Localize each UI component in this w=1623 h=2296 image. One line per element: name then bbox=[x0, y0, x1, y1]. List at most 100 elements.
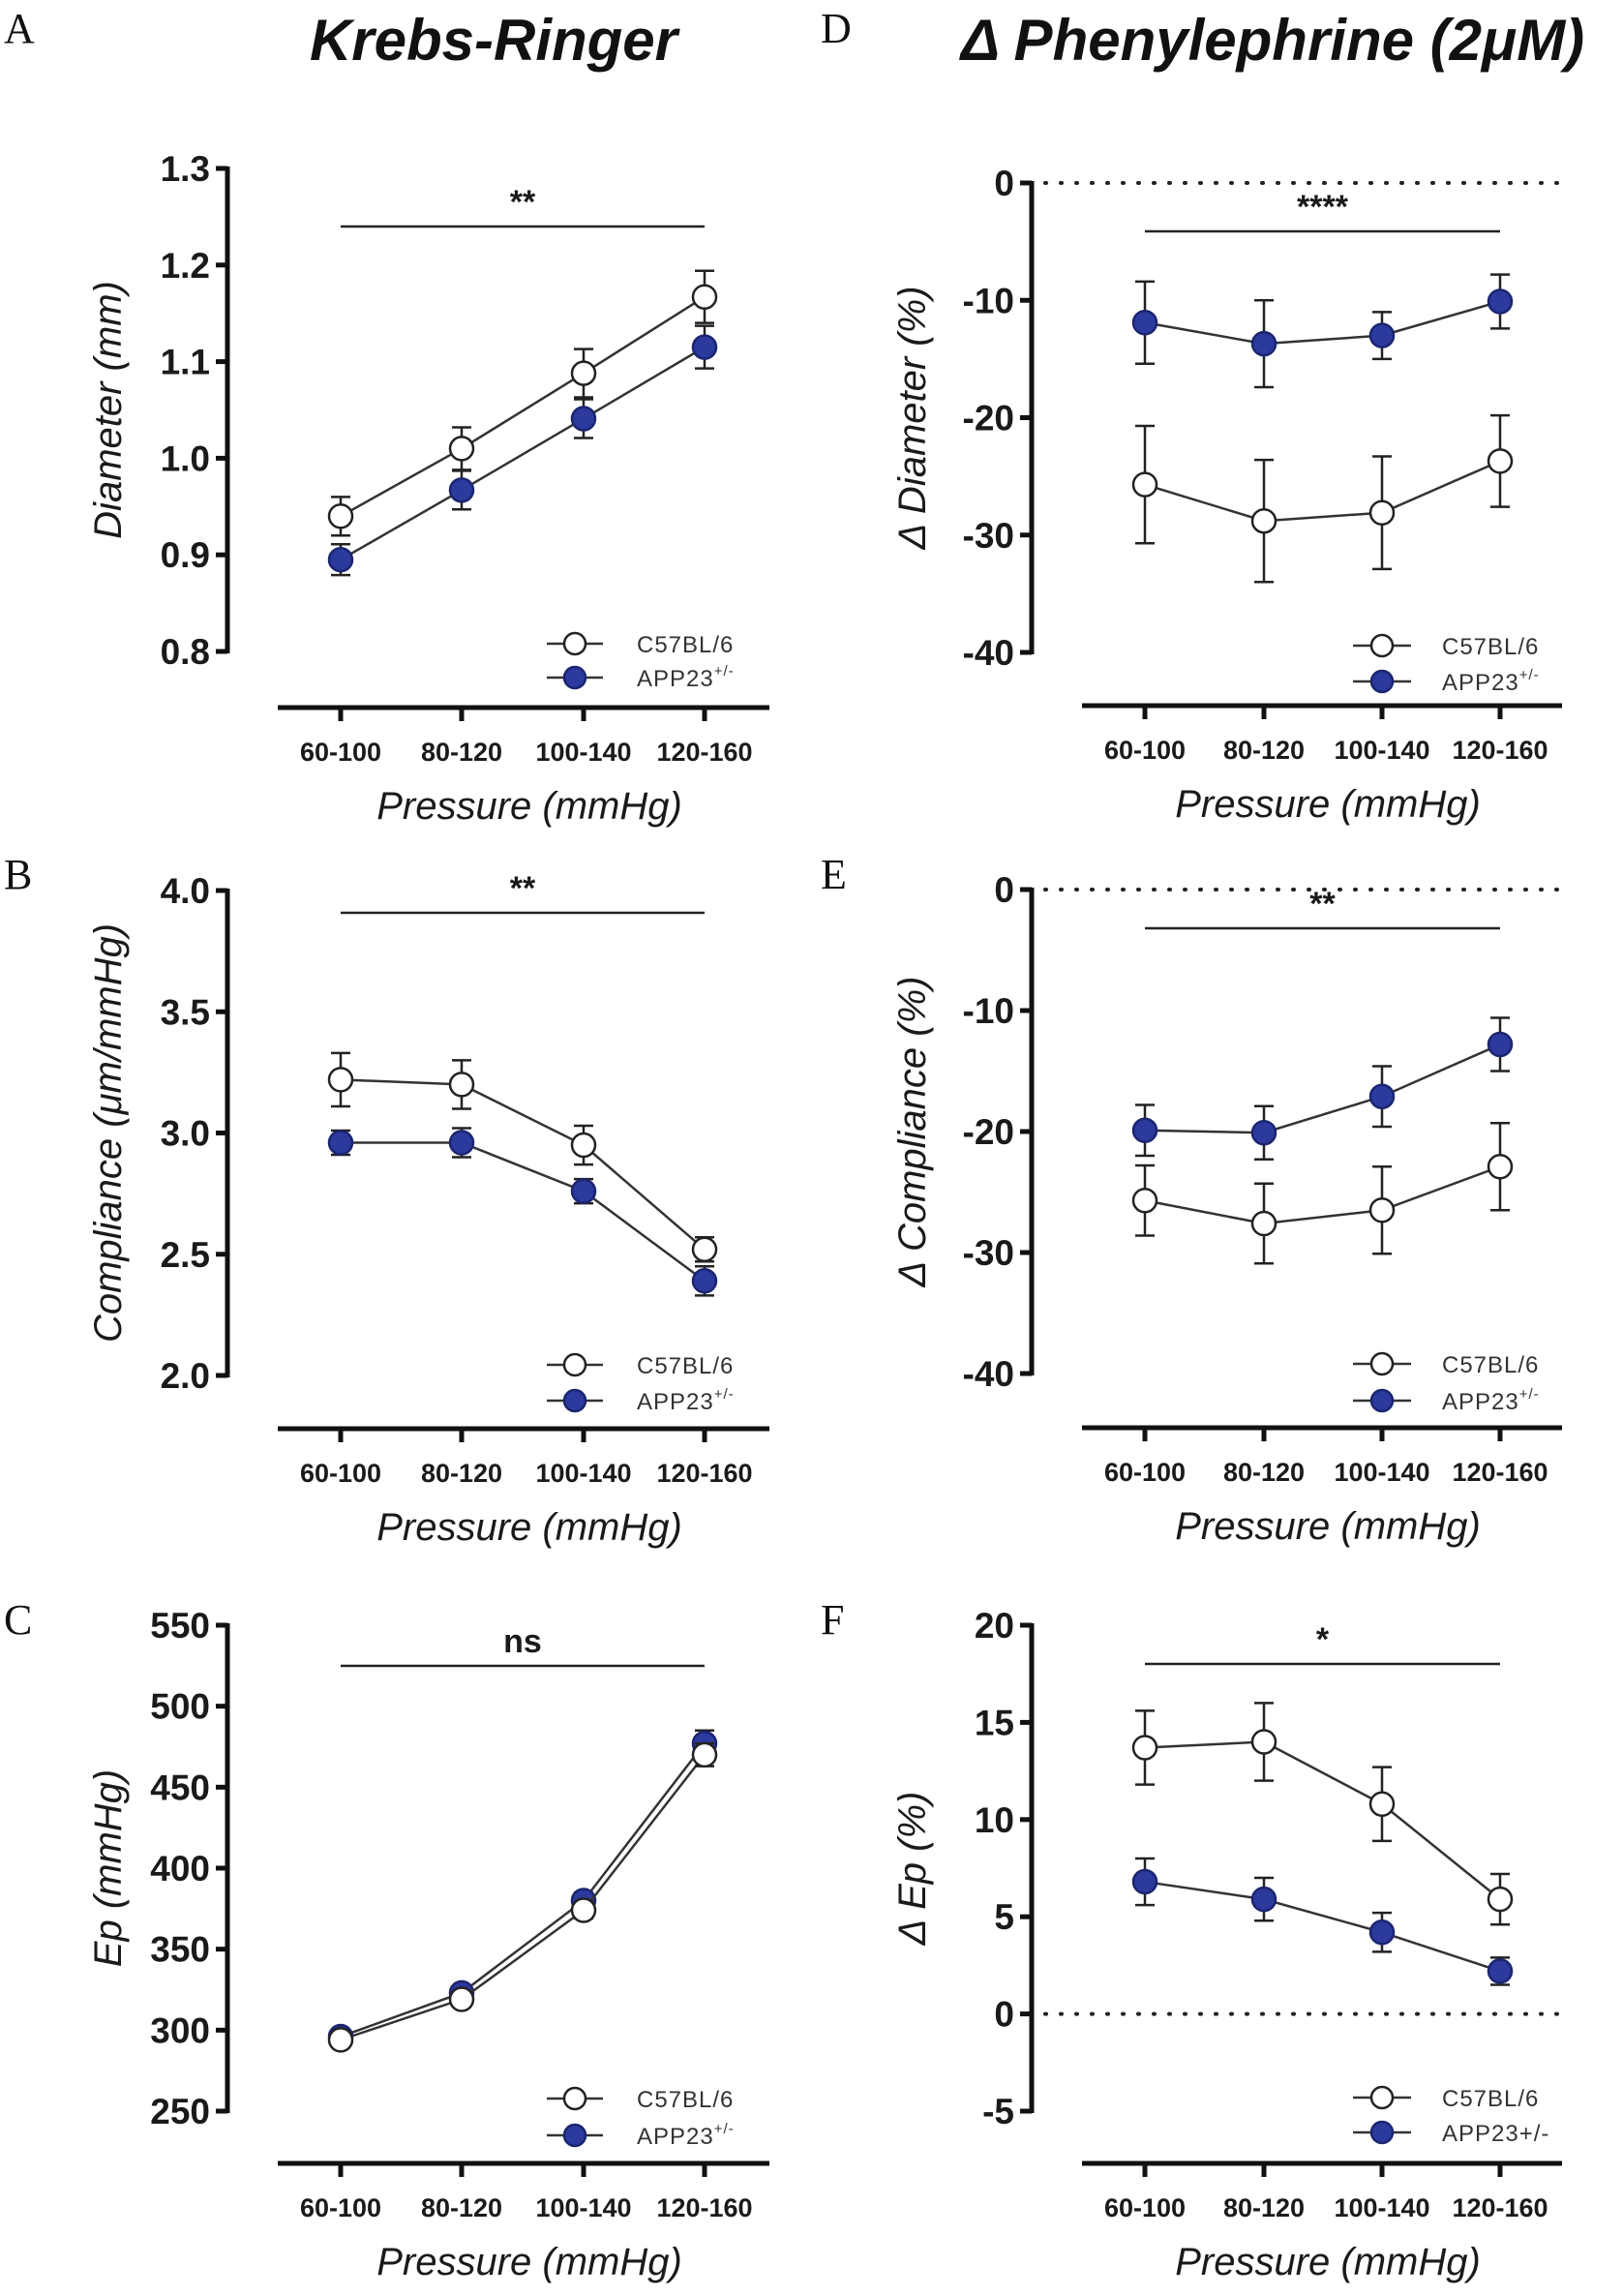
data-point bbox=[691, 334, 718, 360]
series-app23 bbox=[327, 324, 718, 577]
legend-label-text: APP23 bbox=[1442, 670, 1519, 696]
series-line bbox=[1144, 1740, 1501, 1901]
data-point bbox=[1487, 1958, 1514, 1984]
series-line bbox=[340, 1742, 706, 2039]
y-tick-label: 3.0 bbox=[161, 1114, 210, 1154]
legend-label: C57BL/6 bbox=[1442, 2086, 1539, 2112]
x-axis-title: Pressure (mmHg) bbox=[376, 2241, 682, 2283]
y-tick-label: -10 bbox=[963, 991, 1014, 1031]
y-tick-label: -40 bbox=[963, 633, 1014, 673]
legend-label-text: APP23 bbox=[637, 666, 714, 692]
series-app23 bbox=[1131, 1016, 1514, 1161]
legend-label: APP23+/- bbox=[637, 2121, 735, 2150]
data-point bbox=[691, 284, 718, 310]
legend-label: C57BL/6 bbox=[637, 2087, 734, 2113]
y-axis-title: Ep (mmHg) bbox=[87, 1769, 130, 1967]
x-tick-label: 120-160 bbox=[1452, 2193, 1548, 2222]
legend-label-superscript: +/- bbox=[714, 663, 735, 680]
panel-letter: B bbox=[4, 851, 32, 898]
legend-label-text: C57BL/6 bbox=[1442, 2086, 1539, 2112]
legend-marker-open-icon bbox=[562, 2086, 587, 2111]
y-tick-label: 0 bbox=[994, 164, 1014, 203]
series-line bbox=[1144, 460, 1501, 523]
data-point bbox=[1368, 1083, 1396, 1109]
legend-label: APP23+/- bbox=[637, 1386, 735, 1415]
column-title-krebs-ringer: Krebs-Ringer bbox=[310, 8, 681, 73]
legend-label: C57BL/6 bbox=[1442, 1352, 1539, 1378]
x-tick-label: 100-140 bbox=[1334, 736, 1429, 765]
legend-marker-filled-icon bbox=[562, 2123, 587, 2148]
series-line bbox=[340, 1754, 706, 2041]
legend-marker-open-icon bbox=[562, 631, 587, 656]
legend-label: APP23+/- bbox=[1442, 667, 1540, 696]
series-app23 bbox=[327, 1127, 718, 1297]
data-point bbox=[1487, 288, 1514, 315]
data-point bbox=[1250, 1729, 1277, 1755]
data-point bbox=[448, 1072, 475, 1098]
significance-label: **** bbox=[1297, 189, 1349, 226]
data-point bbox=[448, 477, 475, 503]
y-axis-title: Δ Diameter (%) bbox=[891, 286, 934, 550]
y-tick-label: 500 bbox=[150, 1687, 210, 1727]
panel-b: B 2.0 2.5 3.0 3.5 4.0 Compliance (μm/mmHg) 60-1… bbox=[4, 851, 769, 1549]
legend-marker-filled-icon bbox=[1369, 1388, 1395, 1413]
x-tick-label: 80-120 bbox=[1223, 1458, 1305, 1487]
y-tick-label: 20 bbox=[975, 1606, 1014, 1646]
significance-label: ** bbox=[510, 184, 536, 221]
data-point bbox=[1131, 1117, 1158, 1143]
x-tick-label: 120-160 bbox=[656, 738, 752, 767]
legend-label: C57BL/6 bbox=[1442, 634, 1539, 660]
x-tick-label: 100-140 bbox=[535, 2193, 631, 2222]
legend-label: APP23+/- bbox=[1442, 1386, 1540, 1415]
y-tick-label: -30 bbox=[963, 1233, 1014, 1273]
y-axis-title: Compliance (μm/mmHg) bbox=[87, 923, 130, 1343]
legend-label-text: C57BL/6 bbox=[1442, 634, 1539, 660]
series-line bbox=[341, 1141, 706, 1283]
data-point bbox=[327, 546, 354, 573]
x-tick-label: 60-100 bbox=[1104, 2193, 1186, 2222]
legend-label: APP23+/- bbox=[637, 663, 735, 692]
column-title-phenylephrine: Δ Phenylephrine (2μM) bbox=[959, 8, 1584, 73]
legend-marker-filled-icon bbox=[1369, 669, 1395, 694]
data-point bbox=[1250, 507, 1277, 534]
x-axis-title: Pressure (mmHg) bbox=[1175, 783, 1481, 826]
data-point bbox=[327, 1067, 354, 1093]
panel-c: C 250 300 350 400 450 500 550 Ep (mmHg) 60-100 80-… bbox=[4, 1596, 769, 2283]
data-point bbox=[1131, 1868, 1158, 1895]
series-c57bl6 bbox=[327, 1741, 718, 2053]
legend-label: C57BL/6 bbox=[637, 632, 734, 658]
data-point bbox=[1131, 471, 1158, 498]
x-tick-label: 120-160 bbox=[1452, 1458, 1548, 1487]
x-tick-label: 80-120 bbox=[1223, 2193, 1305, 2222]
legend-label-text: APP23+/- bbox=[1442, 2121, 1549, 2147]
series-line bbox=[1144, 1042, 1501, 1134]
series-c57bl6 bbox=[1131, 413, 1514, 584]
panel-letter: A bbox=[4, 5, 35, 52]
legend-label: APP23+/- bbox=[1442, 2121, 1549, 2147]
data-point bbox=[448, 1986, 475, 2012]
legend: C57BL/6 APP23+/- bbox=[547, 2086, 735, 2150]
series-c57bl6 bbox=[327, 269, 718, 537]
y-tick-label: 450 bbox=[150, 1767, 210, 1807]
x-tick-label: 120-160 bbox=[656, 2193, 752, 2222]
series-app23 bbox=[327, 1729, 718, 2050]
series-line bbox=[340, 346, 706, 561]
legend: C57BL/6 APP23+/- bbox=[547, 631, 735, 692]
data-point bbox=[570, 1897, 597, 1923]
data-point bbox=[327, 2027, 354, 2053]
data-point bbox=[1368, 1791, 1396, 1817]
x-tick-label: 120-160 bbox=[656, 1459, 752, 1488]
y-tick-label: -10 bbox=[963, 281, 1014, 320]
x-tick-label: 80-120 bbox=[1223, 736, 1305, 765]
panel-letter: F bbox=[821, 1596, 844, 1644]
y-tick-label: -40 bbox=[963, 1354, 1014, 1394]
legend-label-superscript: +/- bbox=[1519, 1386, 1540, 1403]
panel-letter: C bbox=[4, 1596, 32, 1644]
data-point bbox=[1131, 1735, 1158, 1761]
data-point bbox=[691, 1741, 718, 1768]
series-c57bl6 bbox=[327, 1051, 718, 1263]
x-tick-label: 80-120 bbox=[421, 2193, 502, 2222]
legend-label-superscript: +/- bbox=[714, 1386, 735, 1403]
data-point bbox=[1368, 1197, 1396, 1224]
